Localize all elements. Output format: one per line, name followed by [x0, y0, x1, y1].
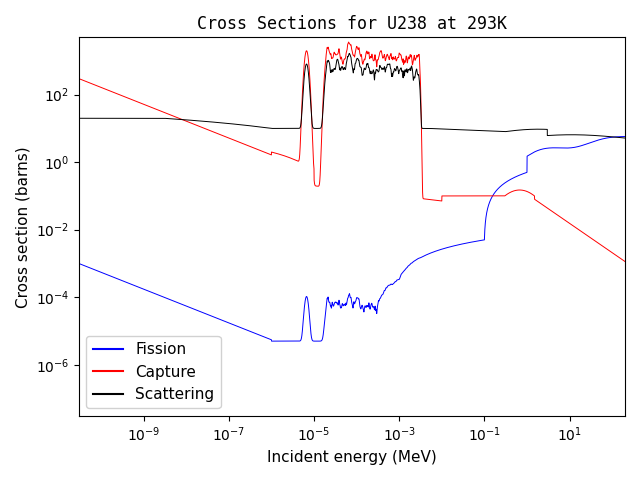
Capture [564, 220, 572, 226]
Fission [564, 145, 572, 151]
Legend: Fission, Capture, Scattering: Fission, Capture, Scattering [86, 336, 221, 408]
Scattering [424, 126, 431, 132]
Line: Capture: Capture [79, 42, 625, 262]
X-axis label: Incident energy (MeV): Incident energy (MeV) [267, 450, 436, 465]
Capture [550, 209, 557, 215]
Scattering [614, 134, 621, 140]
Capture [345, 39, 353, 45]
Capture [620, 258, 628, 264]
Fission [321, 320, 328, 326]
Scattering [550, 132, 557, 138]
Fission [620, 134, 628, 140]
Title: Cross Sections for U238 at 293K: Cross Sections for U238 at 293K [197, 15, 507, 33]
Y-axis label: Cross section (barns): Cross section (barns) [15, 146, 30, 308]
Fission [614, 134, 621, 140]
Capture [424, 196, 431, 202]
Scattering [620, 135, 628, 141]
Capture [75, 76, 83, 82]
Scattering [564, 132, 572, 138]
Capture [614, 253, 621, 259]
Fission [621, 133, 629, 139]
Scattering [75, 115, 83, 121]
Line: Scattering: Scattering [79, 53, 625, 138]
Fission [268, 338, 275, 344]
Scattering [346, 50, 353, 56]
Capture [621, 259, 629, 264]
Fission [550, 145, 557, 151]
Line: Fission: Fission [79, 136, 625, 341]
Fission [75, 261, 83, 266]
Scattering [321, 86, 328, 92]
Capture [321, 73, 328, 79]
Fission [424, 252, 431, 257]
Scattering [621, 135, 629, 141]
